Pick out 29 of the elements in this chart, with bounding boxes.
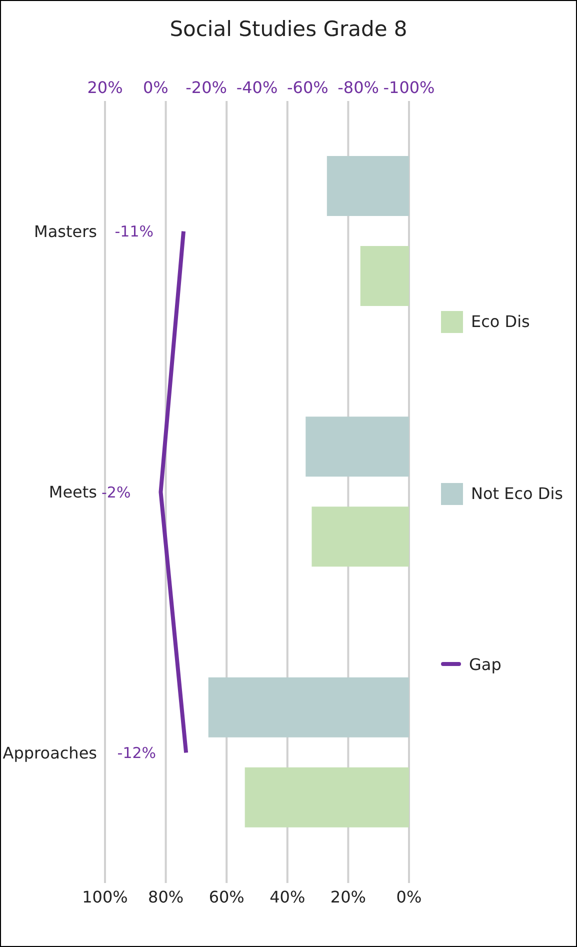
y-tick-label: Masters	[34, 222, 97, 242]
legend-label: Gap	[469, 654, 502, 674]
x-tick-label: 20%	[330, 887, 366, 906]
x2-tick-label: 0%	[142, 78, 168, 97]
x-tick-label: 60%	[208, 887, 244, 906]
x-tick-label: 0%	[396, 887, 422, 906]
y-tick-label: Meets	[48, 482, 97, 502]
bar	[244, 767, 409, 828]
x2-tick-label: -40%	[236, 78, 278, 97]
legend-label: Not Eco Dis	[471, 484, 563, 503]
data-label: -11%	[114, 222, 154, 241]
bar	[306, 416, 409, 477]
bar	[360, 246, 409, 306]
y-tick-label: Approaches	[2, 743, 97, 762]
x2-tick-label: -20%	[186, 78, 228, 97]
bar	[208, 677, 409, 738]
bar	[326, 156, 409, 216]
x-tick-label: 80%	[148, 887, 184, 906]
x-tick-label: 40%	[270, 887, 306, 906]
bar	[312, 506, 409, 567]
legend-label: Eco Dis	[471, 312, 530, 331]
chart-title: Social Studies Grade 8	[168, 16, 408, 43]
x-tick-label: 100%	[82, 887, 128, 906]
data-label: -12%	[117, 744, 156, 762]
x2-tick-label: -100%	[383, 78, 435, 97]
data-label: -2%	[102, 483, 131, 502]
x2-tick-label: -60%	[286, 78, 328, 97]
x2-tick-label: -80%	[338, 78, 380, 97]
x2-tick-label: 20%	[87, 78, 123, 97]
